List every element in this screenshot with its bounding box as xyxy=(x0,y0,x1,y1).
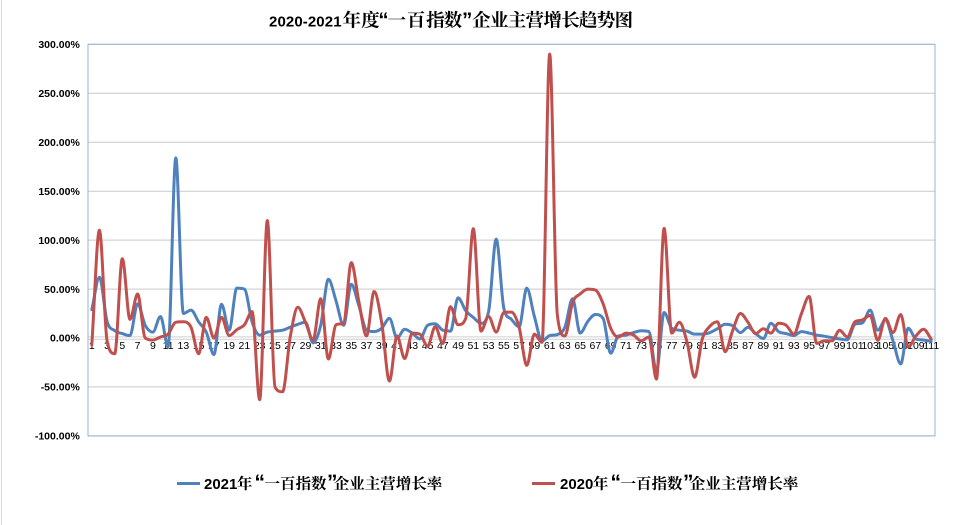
svg-text:87: 87 xyxy=(742,340,754,352)
svg-text:2021: 2021 xyxy=(204,476,237,493)
svg-text:105: 105 xyxy=(877,340,895,352)
svg-text:111: 111 xyxy=(923,340,939,352)
svg-text:91: 91 xyxy=(773,340,785,352)
svg-text:51: 51 xyxy=(467,340,479,352)
svg-text:29: 29 xyxy=(300,340,312,352)
svg-text:49: 49 xyxy=(452,340,464,352)
svg-text:250.00%: 250.00% xyxy=(38,88,80,100)
svg-text:43: 43 xyxy=(406,340,418,352)
svg-text:150.00%: 150.00% xyxy=(38,186,80,198)
svg-text:77: 77 xyxy=(666,340,678,352)
svg-text:47: 47 xyxy=(437,340,449,352)
svg-text:33: 33 xyxy=(330,340,342,352)
svg-text:35: 35 xyxy=(345,340,357,352)
svg-text:300.00%: 300.00% xyxy=(38,39,80,51)
svg-text:101: 101 xyxy=(846,340,864,352)
svg-text:81: 81 xyxy=(696,340,708,352)
svg-text:69: 69 xyxy=(605,340,617,352)
svg-text:9: 9 xyxy=(150,340,156,352)
svg-text:57: 57 xyxy=(513,340,525,352)
svg-text:0.00%: 0.00% xyxy=(50,333,80,345)
svg-text:97: 97 xyxy=(819,340,831,352)
svg-text:85: 85 xyxy=(727,340,739,352)
svg-text:73: 73 xyxy=(635,340,647,352)
svg-text:5: 5 xyxy=(119,340,125,352)
svg-text:67: 67 xyxy=(590,340,602,352)
svg-text:41: 41 xyxy=(391,340,403,352)
svg-text:25: 25 xyxy=(269,340,281,352)
svg-text:23: 23 xyxy=(254,340,266,352)
svg-text:53: 53 xyxy=(483,340,495,352)
svg-text:39: 39 xyxy=(376,340,388,352)
svg-text:17: 17 xyxy=(208,340,220,352)
svg-text:100.00%: 100.00% xyxy=(38,235,80,247)
svg-text:61: 61 xyxy=(544,340,556,352)
svg-text:89: 89 xyxy=(757,340,769,352)
svg-text:2020-2021: 2020-2021 xyxy=(269,14,342,31)
svg-text:31: 31 xyxy=(315,340,327,352)
svg-text:50.00%: 50.00% xyxy=(44,284,80,296)
svg-text:65: 65 xyxy=(574,340,586,352)
svg-text:19: 19 xyxy=(223,340,235,352)
svg-text:21: 21 xyxy=(239,340,251,352)
svg-text:13: 13 xyxy=(178,340,190,352)
svg-text:75: 75 xyxy=(651,340,663,352)
svg-text:103: 103 xyxy=(861,340,879,352)
svg-text:99: 99 xyxy=(834,340,846,352)
svg-text:2020: 2020 xyxy=(560,476,593,493)
svg-text:-100.00%: -100.00% xyxy=(35,431,81,443)
svg-text:71: 71 xyxy=(620,340,632,352)
svg-text:83: 83 xyxy=(712,340,724,352)
svg-text:55: 55 xyxy=(498,340,510,352)
svg-text:37: 37 xyxy=(361,340,373,352)
svg-text:93: 93 xyxy=(788,340,800,352)
svg-text:200.00%: 200.00% xyxy=(38,137,80,149)
svg-text:63: 63 xyxy=(559,340,571,352)
svg-text:15: 15 xyxy=(193,340,205,352)
svg-text:-50.00%: -50.00% xyxy=(41,382,81,394)
svg-text:95: 95 xyxy=(803,340,815,352)
svg-text:7: 7 xyxy=(135,340,141,352)
svg-text:59: 59 xyxy=(529,340,541,352)
